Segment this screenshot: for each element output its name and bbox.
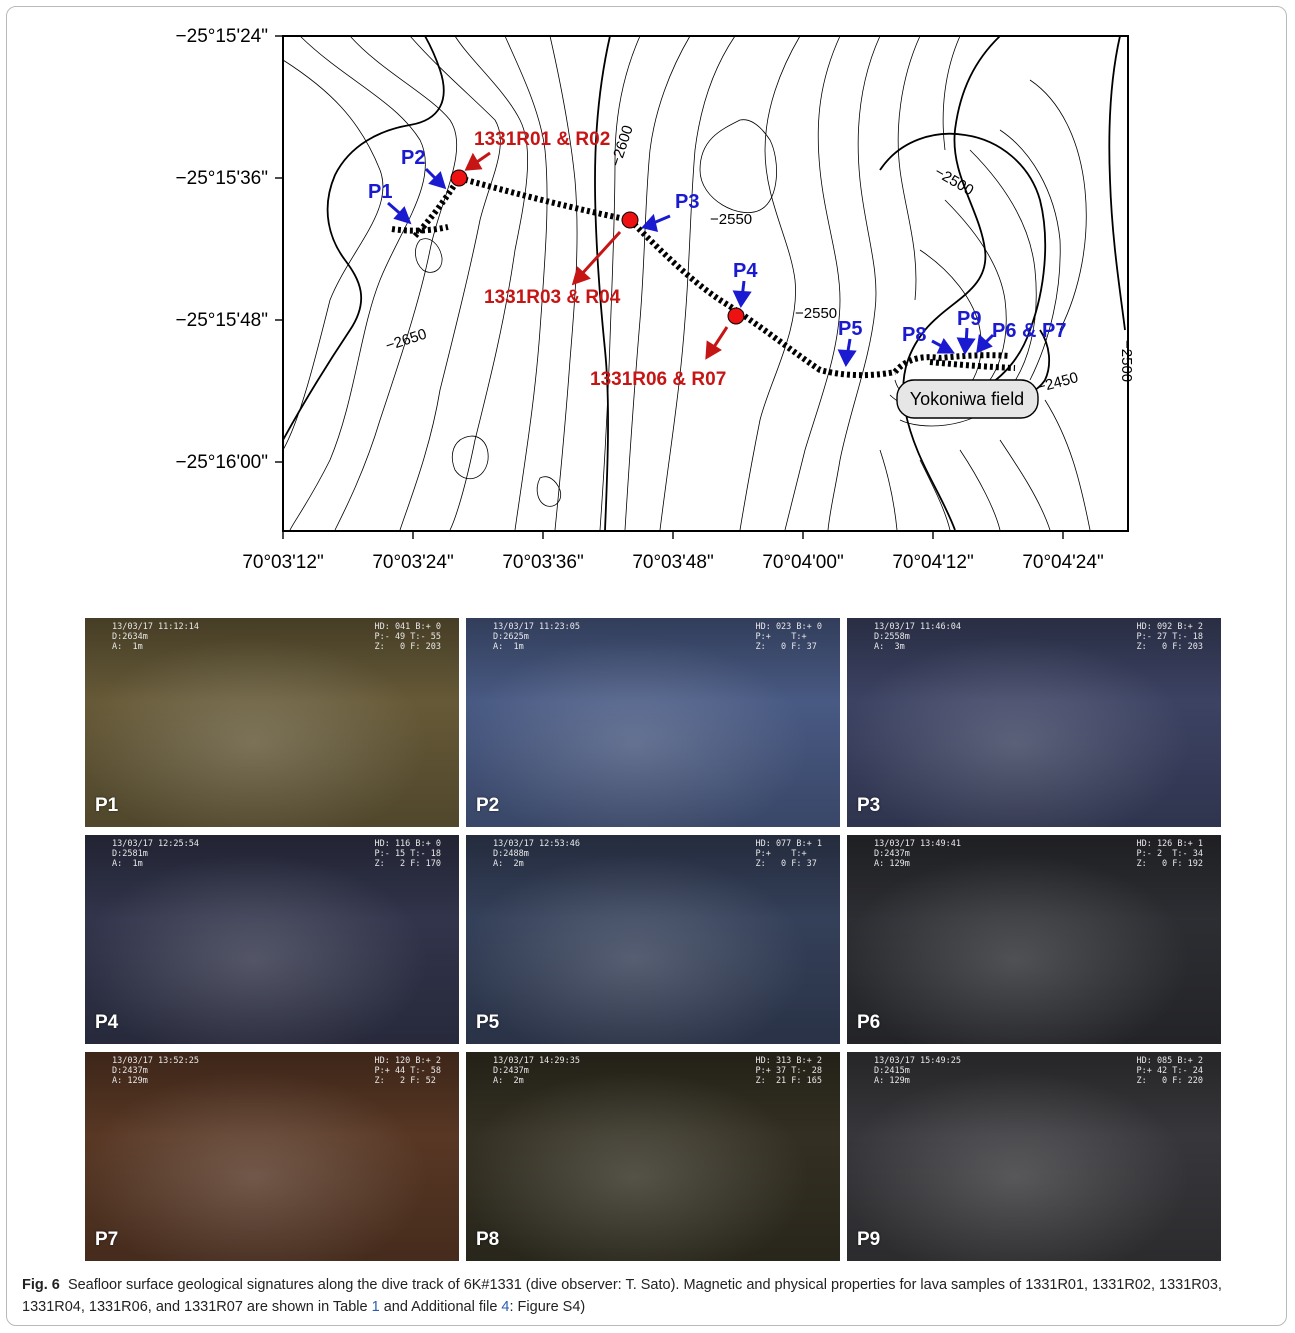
contour-label-2550-b: −2550: [795, 305, 837, 322]
photo-label: P1: [95, 795, 119, 816]
lat-tick-3: −25°15'48": [176, 310, 268, 331]
label-sample-r01-r02: 1331R01 & R02: [474, 129, 610, 150]
yokoniwa-field-box: Yokoniwa field: [896, 379, 1039, 419]
caption-text-c: : Figure S4): [509, 1299, 586, 1315]
seafloor-photo-p3: 13/03/17 11:46:04 D:2558m A: 3m HD: 092 B…: [847, 618, 1221, 827]
seafloor-photo-p8: 13/03/17 14:29:35 D:2437m A: 2m HD: 313 B…: [466, 1052, 840, 1261]
field-label: Yokoniwa field: [910, 389, 1024, 409]
lon-tick-2: 70°03'24": [372, 552, 453, 573]
photo-label: P4: [95, 1012, 119, 1033]
photo-label: P8: [476, 1229, 500, 1250]
lat-tick-labels: −25°15'24" −25°15'36" −25°15'48" −25°16'…: [176, 26, 268, 473]
lon-tick-4: 70°03'48": [632, 552, 713, 573]
photo-label: P2: [476, 795, 500, 816]
point-labels: P1 P2 P3 P4 P5 P8 P9 P6 & P7: [368, 147, 1066, 346]
caption-text-b: and Additional file: [379, 1299, 502, 1315]
sample-sites: [450, 169, 745, 325]
lat-tick-4: −25°16'00": [176, 452, 268, 473]
photo-label: P6: [857, 1012, 881, 1033]
caption-text-a: Seafloor surface geological signatures a…: [22, 1277, 1222, 1315]
label-p5: P5: [838, 318, 862, 340]
sample-labels: 1331R01 & R02 1331R03 & R04 1331R06 & R0…: [474, 129, 726, 390]
seafloor-photo-p6: 13/03/17 13:49:41 D:2437m A: 129m HD: 126…: [847, 835, 1221, 1044]
photo-label: P5: [476, 1012, 500, 1033]
photo-label: P3: [857, 795, 881, 816]
label-sample-r06-r07: 1331R06 & R07: [590, 369, 726, 390]
photo-timestamp: 13/03/17 11:23:05 D:2625m A: 1m: [493, 622, 580, 652]
lon-tick-labels: 70°03'12" 70°03'24" 70°03'36" 70°03'48" …: [242, 552, 1103, 573]
photo-timestamp: 13/03/17 12:53:46 D:2488m A: 2m: [493, 839, 580, 869]
photo-timestamp: 13/03/17 11:12:14 D:2634m A: 1m: [112, 622, 199, 652]
caption-file-link[interactable]: 4: [501, 1299, 510, 1315]
photo-grid: 13/03/17 11:12:14 D:2634m A: 1m HD: 041 B…: [85, 618, 1221, 1261]
label-p9: P9: [957, 308, 981, 330]
label-p4: P4: [733, 260, 758, 282]
figure-caption: Fig. 6 Seafloor surface geological signa…: [22, 1274, 1272, 1318]
seafloor-photo-p5: 13/03/17 12:53:46 D:2488m A: 2m HD: 077 B…: [466, 835, 840, 1044]
photo-timestamp: 13/03/17 12:25:54 D:2581m A: 1m: [112, 839, 199, 869]
lon-tick-7: 70°04'24": [1022, 552, 1103, 573]
caption-table-link[interactable]: 1: [371, 1299, 380, 1315]
photo-label: P7: [95, 1229, 119, 1250]
label-p3: P3: [675, 191, 699, 213]
lon-tick-3: 70°03'36": [502, 552, 583, 573]
photo-hud-readout: HD: 120 B:+ 2 P:+ 44 T:- 58 Z: 2 F: 52: [374, 1056, 441, 1086]
contour-label-2600: −2600: [608, 123, 637, 168]
index-contours: [282, 35, 1126, 531]
photo-hud-readout: HD: 116 B:+ 0 P:- 15 T:- 18 Z: 2 F: 170: [374, 839, 441, 869]
caption-fig-number: Fig. 6: [22, 1277, 60, 1293]
photo-hud-readout: HD: 092 B:+ 2 P:- 27 T:- 18 Z: 0 F: 203: [1136, 622, 1203, 652]
sample-arrows: [464, 151, 729, 360]
sample-site-r03-r04: [621, 211, 639, 229]
sample-site-r01-r02: [450, 169, 468, 187]
photo-timestamp: 13/03/17 11:46:04 D:2558m A: 3m: [874, 622, 961, 652]
lat-tick-2: −25°15'36": [176, 168, 268, 189]
contour-label-2650: −2650: [384, 326, 429, 355]
lat-tick-1: −25°15'24": [176, 26, 268, 47]
photo-timestamp: 13/03/17 14:29:35 D:2437m A: 2m: [493, 1056, 580, 1086]
photo-hud-readout: HD: 085 B:+ 2 P:+ 42 T:- 24 Z: 0 F: 220: [1136, 1056, 1203, 1086]
photo-timestamp: 13/03/17 13:49:41 D:2437m A: 129m: [874, 839, 961, 869]
contour-label-2500-b: −2500: [1118, 340, 1135, 382]
photo-timestamp: 13/03/17 13:52:25 D:2437m A: 129m: [112, 1056, 199, 1086]
label-p2: P2: [401, 147, 425, 169]
label-p1: P1: [368, 181, 392, 203]
map-frame: [282, 35, 1129, 532]
lon-tick-1: 70°03'12": [242, 552, 323, 573]
contour-labels: −2650 −2600 −2550 −2550 −2500 −2500 −245…: [384, 123, 1135, 396]
seafloor-photo-p4: 13/03/17 12:25:54 D:2581m A: 1m HD: 116 B…: [85, 835, 459, 1044]
photo-timestamp: 13/03/17 15:49:25 D:2415m A: 129m: [874, 1056, 961, 1086]
label-sample-r03-r04: 1331R03 & R04: [484, 287, 621, 308]
label-p6-p7: P6 & P7: [992, 320, 1066, 342]
seafloor-photo-p7: 13/03/17 13:52:25 D:2437m A: 129m HD: 120…: [85, 1052, 459, 1261]
contour-lines: [282, 35, 1091, 531]
seafloor-photo-p9: 13/03/17 15:49:25 D:2415m A: 129m HD: 085…: [847, 1052, 1221, 1261]
figure-frame: [6, 6, 1287, 1326]
contour-label-2450: −2450: [1035, 369, 1080, 396]
photo-hud-readout: HD: 313 B:+ 2 P:+ 37 T:- 28 Z: 21 F: 165: [755, 1056, 822, 1086]
photo-hud-readout: HD: 126 B:+ 1 P:- 2 T:- 34 Z: 0 F: 192: [1136, 839, 1203, 869]
label-p8: P8: [902, 324, 926, 346]
photo-hud-readout: HD: 077 B:+ 1 P:+ T:+ Z: 0 F: 37: [755, 839, 822, 869]
lon-tick-5: 70°04'00": [762, 552, 843, 573]
point-arrows: [387, 167, 995, 368]
photo-label: P9: [857, 1229, 881, 1250]
contour-label-2550-a: −2550: [710, 211, 752, 228]
bathymetry-map: −25°15'24" −25°15'36" −25°15'48" −25°16'…: [176, 26, 1135, 573]
lon-tick-6: 70°04'12": [892, 552, 973, 573]
contour-label-2500-a: −2500: [931, 163, 976, 199]
frame-ticks: [275, 35, 1064, 539]
seafloor-photo-p1: 13/03/17 11:12:14 D:2634m A: 1m HD: 041 B…: [85, 618, 459, 827]
photo-hud-readout: HD: 023 B:+ 0 P:+ T:+ Z: 0 F: 37: [755, 622, 822, 652]
dive-track: [391, 175, 1016, 379]
photo-hud-readout: HD: 041 B:+ 0 P:- 49 T:- 55 Z: 0 F: 203: [374, 622, 441, 652]
sample-site-r06-r07: [727, 307, 745, 325]
seafloor-photo-p2: 13/03/17 11:23:05 D:2625m A: 1m HD: 023 B…: [466, 618, 840, 827]
